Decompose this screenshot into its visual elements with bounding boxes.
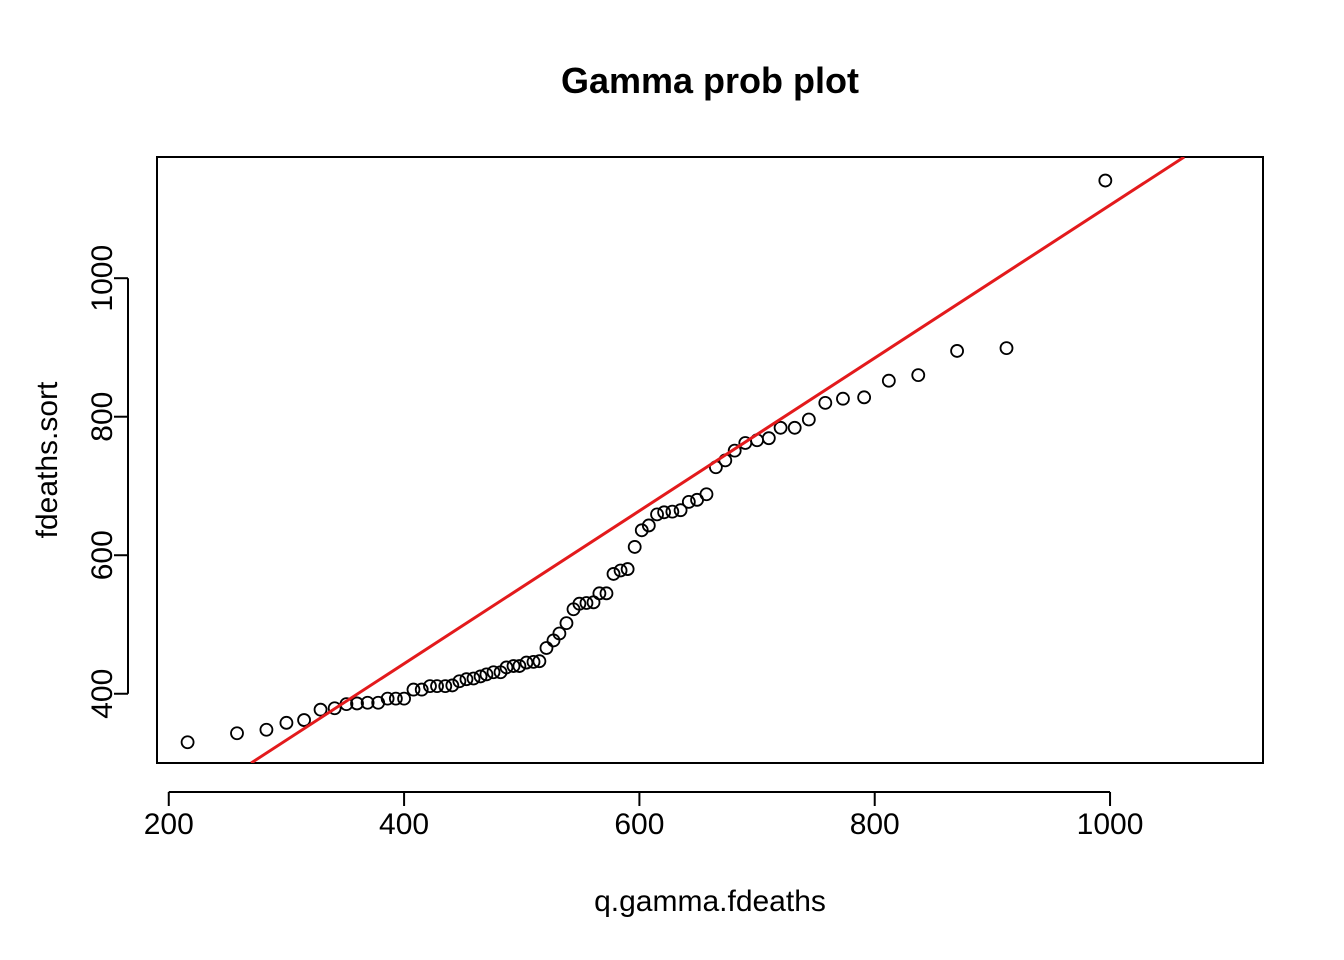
data-point: [673, 503, 688, 518]
x-tick-label: 400: [379, 808, 429, 841]
data-point: [641, 518, 656, 533]
data-point: [579, 596, 594, 610]
data-point: [881, 373, 896, 388]
x-tick-label: 200: [144, 808, 194, 841]
reference-line: [250, 157, 1185, 763]
data-point: [459, 672, 474, 687]
data-point: [499, 660, 514, 675]
data-point: [665, 504, 680, 519]
data-point: [406, 682, 421, 697]
data-point: [479, 667, 494, 682]
data-point: [414, 682, 429, 697]
x-tick-label: 800: [850, 808, 900, 841]
data-point: [620, 562, 635, 576]
data-point: [350, 696, 364, 711]
data-point: [650, 507, 664, 522]
data-points: [180, 173, 1113, 750]
data-point: [259, 722, 274, 737]
chart-title: Gamma prob plot: [561, 60, 859, 101]
data-point: [397, 691, 411, 706]
data-point: [486, 665, 501, 680]
y-tick-label: 800: [86, 392, 119, 442]
x-tick-label: 600: [614, 808, 664, 841]
data-point: [857, 390, 872, 405]
data-point: [532, 654, 547, 669]
data-point: [699, 487, 714, 502]
data-point: [681, 495, 696, 509]
y-tick-label: 600: [86, 530, 119, 580]
data-point: [297, 713, 311, 727]
data-point: [180, 735, 195, 750]
reference-line-group: [250, 157, 1185, 763]
data-point: [599, 586, 614, 601]
data-point: [657, 505, 672, 520]
data-point: [836, 391, 850, 406]
data-point: [572, 596, 587, 611]
data-point: [380, 691, 395, 706]
data-point: [313, 702, 328, 717]
data-point: [950, 344, 964, 358]
data-point: [430, 679, 444, 694]
y-tick-label: 400: [86, 669, 119, 719]
data-point: [627, 540, 642, 554]
x-axis-label: q.gamma.fdeaths: [594, 885, 826, 918]
y-tick-label: 1000: [86, 245, 119, 312]
data-point: [539, 641, 554, 655]
plot-frame: [156, 156, 1264, 764]
data-point: [552, 626, 567, 641]
data-point: [279, 715, 294, 730]
data-point: [360, 695, 375, 710]
data-point: [818, 395, 833, 410]
data-point: [559, 616, 574, 631]
data-point: [787, 420, 802, 435]
x-axis: 200 400 600 800 1000: [144, 791, 1144, 841]
data-point: [445, 678, 460, 693]
data-point: [801, 412, 816, 427]
data-point: [613, 563, 628, 578]
data-point: [526, 654, 541, 669]
data-point: [512, 659, 527, 673]
data-point: [773, 420, 788, 435]
data-point: [473, 669, 488, 684]
data-point: [606, 567, 621, 581]
data-point: [423, 679, 437, 694]
data-point: [388, 691, 403, 706]
data-point: [727, 443, 742, 458]
data-point: [466, 671, 481, 686]
data-point: [592, 586, 607, 601]
data-point: [761, 431, 776, 446]
data-point: [911, 368, 926, 383]
data-point: [327, 701, 342, 716]
data-point: [519, 655, 534, 670]
data-point: [452, 674, 467, 689]
x-tick-label: 1000: [1077, 808, 1144, 841]
y-axis: 400 600 800 1000: [86, 245, 129, 719]
data-point: [634, 523, 649, 538]
y-axis-label: fdeaths.sort: [31, 381, 64, 538]
data-point: [999, 341, 1014, 356]
data-point: [586, 595, 601, 610]
data-point: [230, 726, 244, 741]
data-point: [1098, 173, 1113, 188]
data-point: [506, 659, 521, 673]
data-point: [438, 679, 453, 694]
